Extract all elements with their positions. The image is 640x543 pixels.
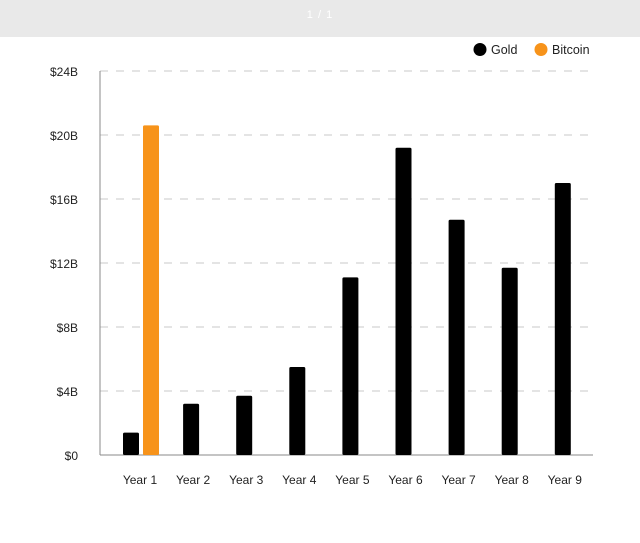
bar-gold-year-3 (236, 395, 253, 455)
bar-gold-year-9 (554, 183, 571, 455)
x-tick-label: Year 4 (282, 473, 317, 487)
bar-gold-year-4 (289, 367, 306, 455)
y-tick-label: $8B (57, 321, 78, 335)
bars (123, 125, 571, 456)
x-tick-label: Year 2 (176, 473, 211, 487)
y-tick-label: $12B (50, 257, 78, 271)
x-tick-labels: Year 1 Year 2 Year 3 Year 4 Year 5 Year 6 Year… (123, 473, 582, 487)
x-tick-label: Year 1 (123, 473, 158, 487)
chart-card (15, 37, 625, 507)
legend: Gold Bitcoin (473, 43, 590, 57)
x-tick-label: Year 6 (388, 473, 423, 487)
y-tick-label: $20B (50, 129, 78, 143)
bar-gold-year-6 (395, 147, 412, 456)
x-tick-label: Year 9 (548, 473, 583, 487)
legend-label-gold: Gold (491, 43, 517, 57)
y-tick-label: $0 (65, 449, 79, 463)
x-tick-label: Year 3 (229, 473, 264, 487)
legend-marker-gold (473, 43, 487, 56)
legend-marker-bitcoin (534, 43, 548, 56)
x-tick-label: Year 7 (441, 473, 476, 487)
y-tick-labels: $0 $4B $8B $12B $16B $20B $24B (50, 65, 78, 463)
y-tick-label: $16B (50, 193, 78, 207)
y-tick-label: $4B (57, 385, 78, 399)
bar-gold-year-8 (501, 267, 518, 455)
bar-gold-year-2 (183, 403, 200, 455)
x-tick-label: Year 8 (495, 473, 530, 487)
page-indicator: 1 / 1 (306, 9, 334, 21)
bar-gold-year-5 (342, 277, 359, 455)
x-tick-label: Year 5 (335, 473, 370, 487)
bar-bitcoin-year-1 (143, 125, 159, 456)
bar-gold-year-1 (123, 432, 139, 455)
legend-label-bitcoin: Bitcoin (552, 43, 590, 57)
y-tick-label: $24B (50, 65, 78, 79)
bottom-strip (0, 507, 640, 543)
viewer-toolbar: 1 / 1 (0, 0, 640, 37)
bar-gold-year-7 (448, 219, 465, 455)
